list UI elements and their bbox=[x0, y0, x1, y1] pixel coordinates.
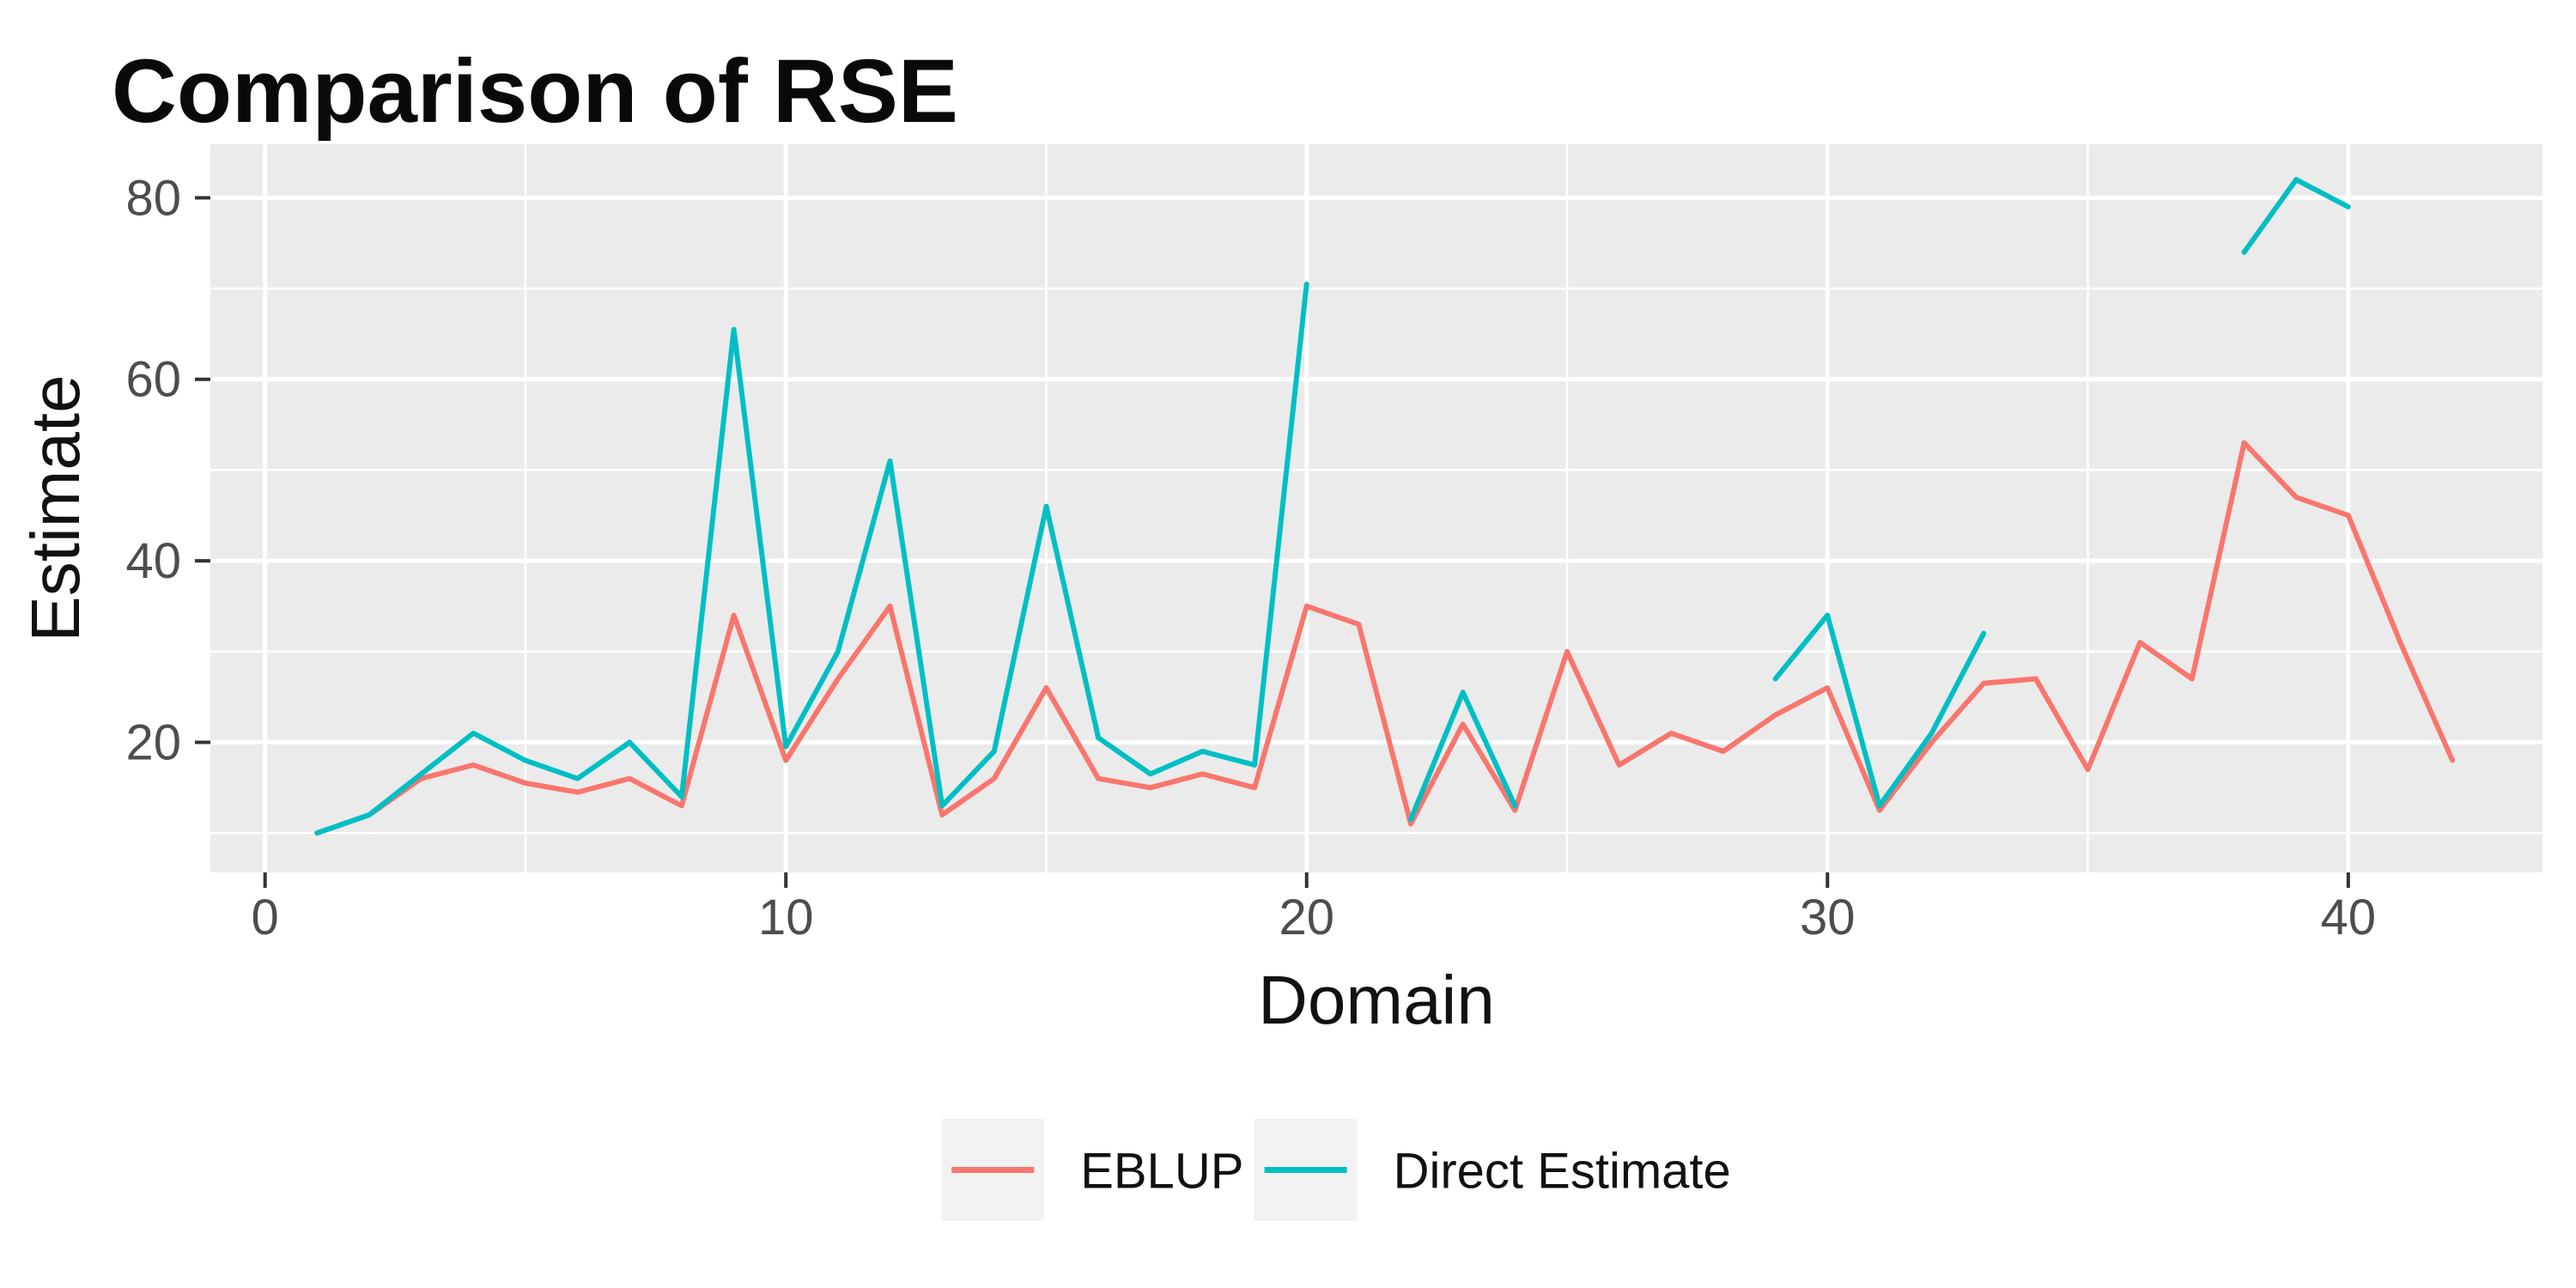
data-series bbox=[314, 177, 2456, 836]
axis-tick-marks bbox=[195, 196, 2350, 888]
x-axis-tick-labels: 0 10 20 30 40 bbox=[252, 890, 2376, 945]
legend: EBLUP Direct Estimate bbox=[941, 1119, 1731, 1221]
y-axis-tick-labels: 20 40 60 80 bbox=[125, 170, 181, 770]
y-axis-title: Estimate bbox=[17, 374, 94, 641]
y-tick-label: 40 bbox=[125, 533, 181, 589]
y-tick-label: 60 bbox=[125, 352, 181, 408]
x-axis-title: Domain bbox=[1258, 962, 1495, 1038]
x-tick-label: 10 bbox=[758, 890, 814, 945]
x-tick-label: 20 bbox=[1279, 890, 1334, 945]
x-tick-label: 30 bbox=[1800, 890, 1856, 945]
chart-title: Comparison of RSE bbox=[112, 41, 958, 142]
series-line-direct-estimate bbox=[314, 177, 2351, 836]
major-gridlines bbox=[210, 144, 2543, 872]
legend-item-direct-estimate: Direct Estimate bbox=[1254, 1119, 1731, 1221]
legend-label: Direct Estimate bbox=[1394, 1144, 1731, 1200]
legend-label: EBLUP bbox=[1080, 1144, 1243, 1200]
x-tick-label: 0 bbox=[252, 890, 279, 945]
x-tick-label: 40 bbox=[2321, 890, 2377, 945]
y-tick-label: 80 bbox=[125, 170, 181, 226]
y-tick-label: 20 bbox=[125, 714, 181, 770]
plot-panel bbox=[210, 144, 2543, 872]
series-line-eblup bbox=[314, 440, 2456, 836]
legend-item-eblup: EBLUP bbox=[941, 1119, 1243, 1221]
